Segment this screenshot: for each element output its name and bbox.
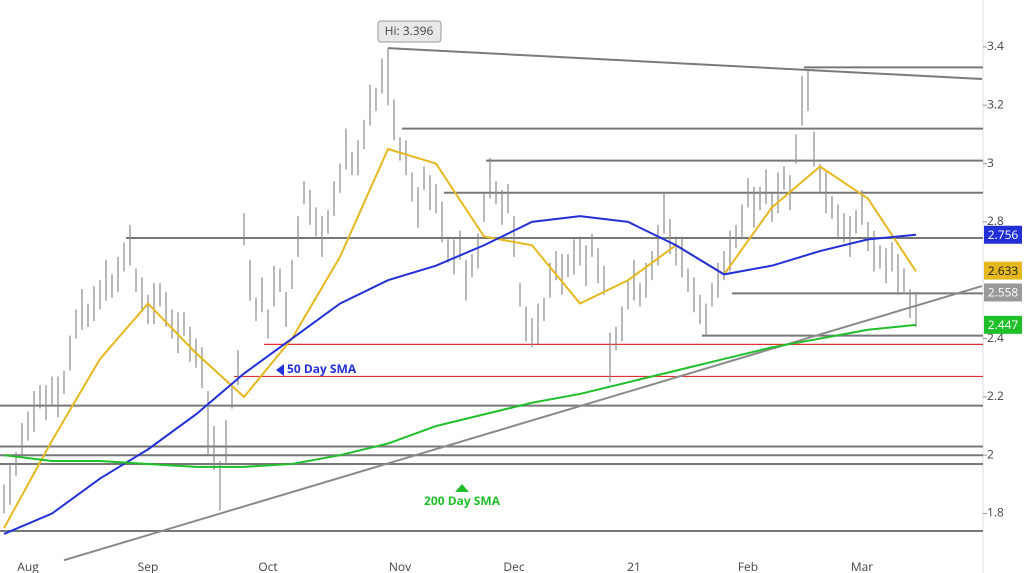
moving-average xyxy=(3,215,917,535)
high-label: Hi: 3.396 xyxy=(385,22,434,39)
x-tick-label: Aug xyxy=(17,558,39,573)
moving-average xyxy=(3,323,917,468)
high-label-box xyxy=(377,20,442,43)
y-tick-label: 1.8 xyxy=(987,504,1004,521)
sma200-label: 200 Day SMA xyxy=(424,492,501,509)
x-tick-label: Mar xyxy=(851,558,873,573)
trend-line xyxy=(63,285,983,562)
y-tick-label: 2.8 xyxy=(987,212,1004,229)
trend-line xyxy=(387,47,983,81)
x-tick-label: Nov xyxy=(389,558,411,573)
x-tick-label: Dec xyxy=(503,558,524,573)
x-tick-label: Sep xyxy=(138,558,159,573)
x-tick-label: 21 xyxy=(627,558,641,573)
sma200-arrow xyxy=(455,484,469,492)
price-label-box xyxy=(984,261,1022,280)
price-label-box xyxy=(984,315,1022,334)
moving-average xyxy=(3,147,917,529)
y-tick-label: 3.2 xyxy=(987,95,1004,112)
y-tick-label: 3.4 xyxy=(987,37,1004,54)
price-label-box xyxy=(984,283,1022,302)
y-tick-label: 2.2 xyxy=(987,387,1004,404)
price-label-box xyxy=(984,225,1022,244)
y-tick-label: 3 xyxy=(987,154,994,171)
price-label: 2.633 xyxy=(988,262,1019,279)
price-label: 2.447 xyxy=(988,316,1019,333)
price-label: 2.558 xyxy=(988,284,1019,301)
sma50-label: 50 Day SMA xyxy=(287,360,357,377)
x-tick-label: Oct xyxy=(258,558,277,573)
x-tick-label: Feb xyxy=(738,558,758,573)
price-label: 2.756 xyxy=(988,226,1019,243)
sma50-arrow xyxy=(276,364,284,376)
y-tick-label: 2 xyxy=(987,445,994,462)
